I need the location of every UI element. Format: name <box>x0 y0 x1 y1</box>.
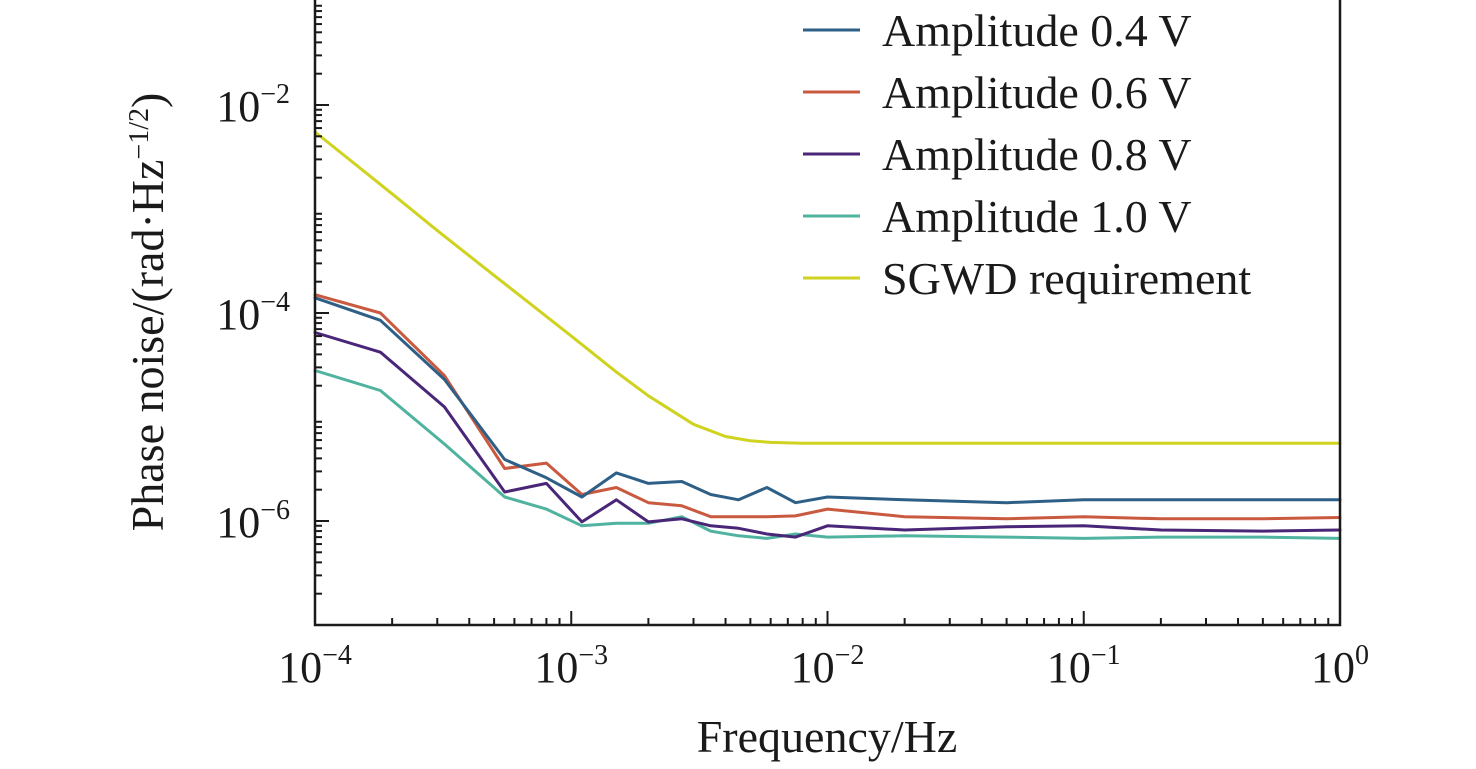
legend-label: Amplitude 0.6 V <box>882 67 1192 118</box>
x-tick-exp: −1 <box>1091 640 1121 671</box>
series-line-2 <box>313 293 1342 521</box>
x-tick-label: 10−4 <box>278 640 352 692</box>
x-tick-exp: −2 <box>835 640 865 671</box>
x-tick-base: 10 <box>278 643 322 692</box>
series-line-5 <box>313 130 1342 445</box>
y-tick-base: 10 <box>216 498 260 547</box>
x-tick-label: 10−1 <box>1047 640 1121 692</box>
series-layer <box>313 130 1342 540</box>
y-tick-base: 10 <box>216 82 260 131</box>
x-tick-label: 100 <box>1311 640 1369 692</box>
x-tick-exp: −4 <box>322 640 352 671</box>
series-line-4 <box>313 369 1342 540</box>
y-tick-base: 10 <box>216 290 260 339</box>
y-axis-label-close: ) <box>122 93 173 108</box>
y-axis-label-main: Phase noise/(rad·Hz <box>122 160 173 532</box>
legend-label: Amplitude 0.4 V <box>882 5 1192 56</box>
x-tick-base: 10 <box>534 643 578 692</box>
x-tick-label: 10−3 <box>534 640 608 692</box>
x-tick-exp: −3 <box>578 640 608 671</box>
series-line-1 <box>313 296 1342 505</box>
x-tick-base: 10 <box>791 643 835 692</box>
x-tick-base: 10 <box>1311 643 1355 692</box>
y-tick-label: 10−6 <box>216 495 290 547</box>
series-line-3 <box>313 331 1342 539</box>
y-tick-exp: −4 <box>260 287 290 318</box>
y-tick-exp: −2 <box>260 79 290 110</box>
y-tick-label: 10−4 <box>216 287 290 339</box>
y-tick-exp: −6 <box>260 495 290 526</box>
x-tick-exp: 0 <box>1355 640 1369 671</box>
legend-label: Amplitude 0.8 V <box>882 129 1192 180</box>
legend-label: Amplitude 1.0 V <box>882 191 1192 242</box>
legend-label: SGWD requirement <box>882 253 1251 304</box>
legend: Amplitude 0.4 V Amplitude 0.6 V Amplitude … <box>803 5 1251 304</box>
y-axis-label: Phase noise/(rad·Hz−1/2) <box>122 93 173 532</box>
x-tick-base: 10 <box>1047 643 1091 692</box>
y-tick-label: 10−2 <box>216 79 290 131</box>
x-tick-label: 10−2 <box>791 640 865 692</box>
y-axis-label-sup: −1/2 <box>124 108 155 160</box>
x-axis-label: Frequency/Hz <box>697 711 958 762</box>
